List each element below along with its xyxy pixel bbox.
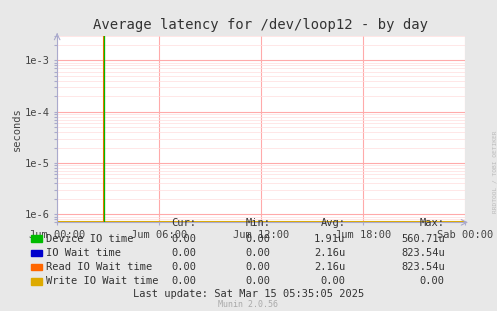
Text: 823.54u: 823.54u	[401, 262, 445, 272]
Text: 2.16u: 2.16u	[314, 262, 345, 272]
Text: 0.00: 0.00	[321, 276, 345, 286]
Text: Device IO time: Device IO time	[46, 234, 134, 244]
Text: 0.00: 0.00	[420, 276, 445, 286]
Text: Max:: Max:	[420, 218, 445, 228]
Text: Write IO Wait time: Write IO Wait time	[46, 276, 159, 286]
Text: RRDTOOL / TOBI OETIKER: RRDTOOL / TOBI OETIKER	[492, 131, 497, 213]
Text: IO Wait time: IO Wait time	[46, 248, 121, 258]
Y-axis label: seconds: seconds	[12, 107, 22, 151]
Text: 1.91u: 1.91u	[314, 234, 345, 244]
Text: Munin 2.0.56: Munin 2.0.56	[219, 299, 278, 309]
Text: Min:: Min:	[246, 218, 271, 228]
Text: 0.00: 0.00	[171, 234, 196, 244]
Text: Read IO Wait time: Read IO Wait time	[46, 262, 153, 272]
Text: Last update: Sat Mar 15 05:35:05 2025: Last update: Sat Mar 15 05:35:05 2025	[133, 289, 364, 299]
Text: 0.00: 0.00	[171, 276, 196, 286]
Text: Cur:: Cur:	[171, 218, 196, 228]
Text: 823.54u: 823.54u	[401, 248, 445, 258]
Text: 2.16u: 2.16u	[314, 248, 345, 258]
Text: 0.00: 0.00	[246, 248, 271, 258]
Text: 0.00: 0.00	[246, 234, 271, 244]
Text: 560.71u: 560.71u	[401, 234, 445, 244]
Text: Avg:: Avg:	[321, 218, 345, 228]
Text: 0.00: 0.00	[246, 262, 271, 272]
Text: 0.00: 0.00	[171, 248, 196, 258]
Text: 0.00: 0.00	[171, 262, 196, 272]
Text: 0.00: 0.00	[246, 276, 271, 286]
Title: Average latency for /dev/loop12 - by day: Average latency for /dev/loop12 - by day	[93, 18, 428, 32]
